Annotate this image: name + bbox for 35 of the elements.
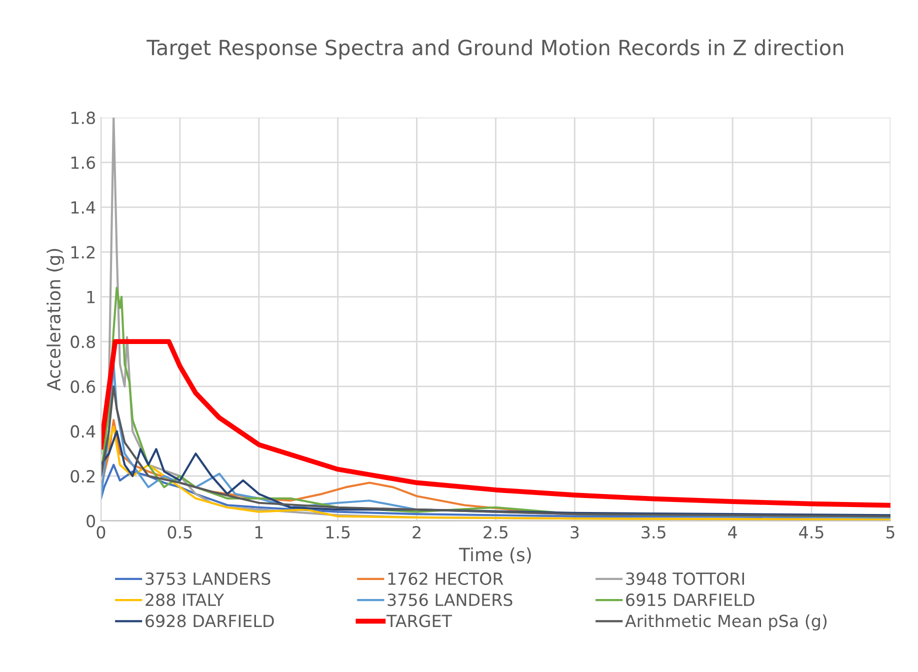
x-tick-label: 1.5 [326,526,350,539]
y-axis-title: Acceleration (g) [46,249,64,391]
x-tick-label: 2 [412,526,420,538]
line-series [100,339,890,508]
y-tick-label: 0.4 [70,425,96,438]
x-tick-label: 5 [886,526,894,539]
x-axis-title: Time (s) [458,547,531,564]
x-tick-label: 3.5 [642,526,666,539]
legend-label: 3948 TOTTORI [626,572,744,585]
line-series [100,385,890,518]
y-tick-label: 0.8 [70,336,95,348]
legend-label: 1762 HECTOR [388,572,504,585]
legend-label: 6928 DARFIELD [146,614,274,628]
legend-label: 288 ITALY [146,594,224,606]
legend-label: TARGET [386,614,452,628]
x-tick-label: 4.5 [799,526,824,539]
y-tick-label: 0 [86,514,96,528]
legend-label: Arithmetic Mean pSa (g) [625,614,827,630]
y-tick-label: 0.6 [70,380,96,393]
legend-label: 6915 DARFIELD [626,594,754,606]
x-tick-label: 1 [255,526,263,538]
y-tick-label: 1 [87,290,95,304]
x-tick-label: 0.5 [168,526,192,539]
legend-label: 3753 LANDERS [146,572,270,585]
y-tick-label: 0.2 [70,470,94,483]
x-tick-label: 2.5 [484,526,508,539]
legend-label: 3756 LANDERS [388,594,512,606]
x-tick-label: 0 [96,526,106,539]
y-tick-label: 1.2 [71,246,94,258]
y-tick-label: 1.8 [71,112,95,124]
y-tick-label: 1.6 [71,156,96,169]
x-tick-label: 4 [728,526,737,538]
y-tick-label: 1.4 [71,201,96,214]
x-tick-label: 3 [570,526,579,539]
chart-title: Target Response Spectra and Ground Motion Records in Z direction [146,39,844,60]
